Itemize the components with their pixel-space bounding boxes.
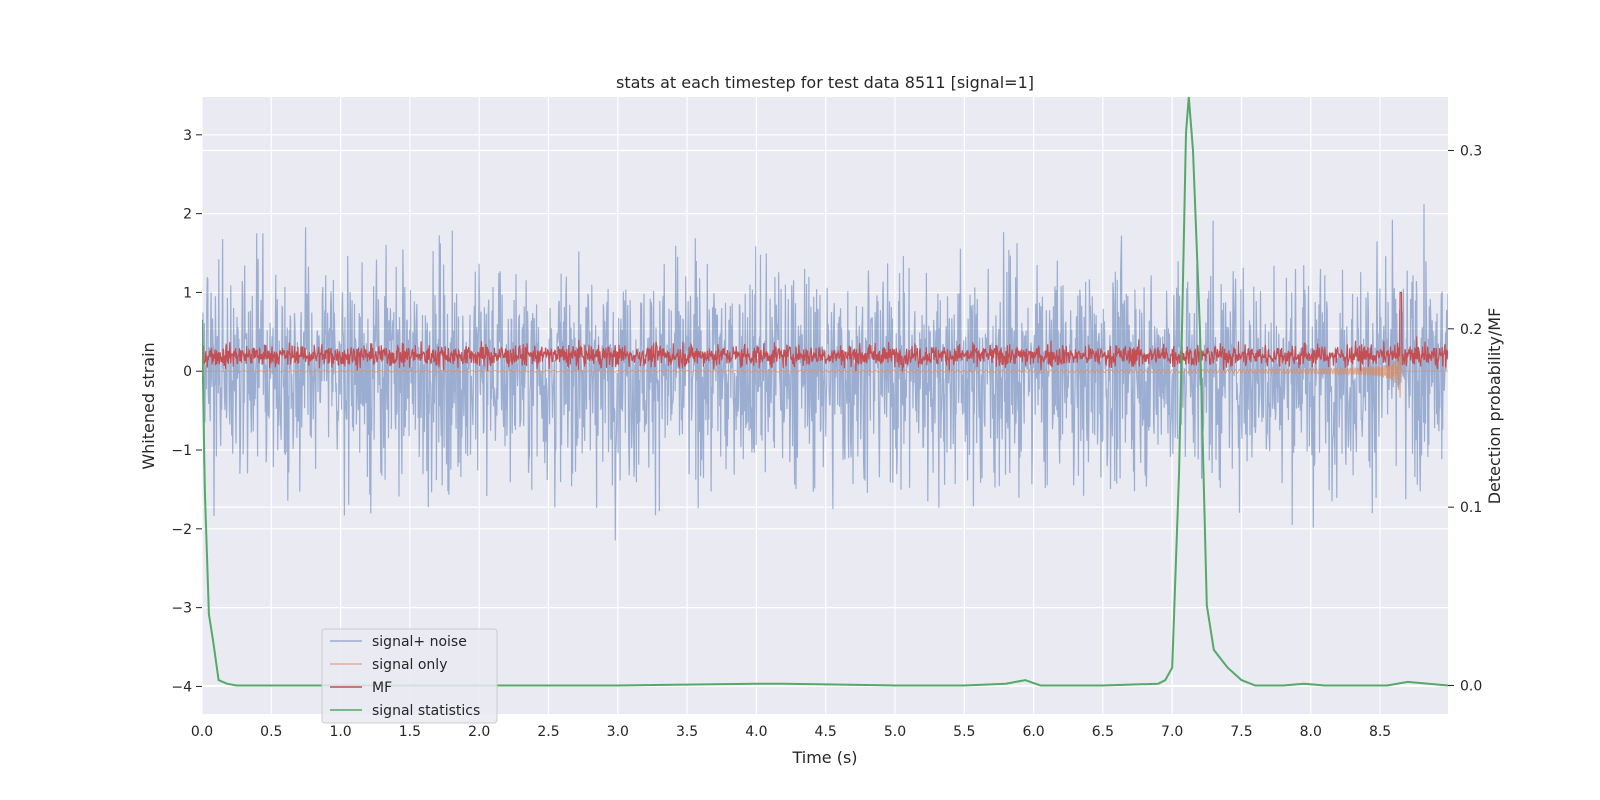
- x-tick-label: 4.5: [815, 724, 837, 740]
- legend-label-signal-only: signal only: [372, 657, 447, 673]
- series-mf: [202, 291, 1448, 372]
- y2-tick-label: 0.2: [1460, 322, 1482, 338]
- x-axis-label: Time (s): [791, 748, 857, 767]
- x-tick-label: 2.0: [468, 724, 490, 740]
- y2-tick-label: 0.3: [1460, 143, 1482, 159]
- x-tick-label: 1.0: [329, 724, 351, 740]
- series-signal-only: [202, 346, 1448, 398]
- series-layer: [202, 97, 1448, 687]
- y-tick-label: −3: [171, 601, 192, 617]
- legend-label-mf: MF: [372, 680, 392, 696]
- x-tick-label: 2.5: [537, 724, 559, 740]
- chart-title: stats at each timestep for test data 851…: [616, 73, 1034, 92]
- y-tick-label: 0: [183, 364, 192, 380]
- y-ticks: 3 2 1 0 −1 −2 −3 −4: [171, 128, 202, 695]
- y2-axis-label: Detection probability/MF: [1485, 308, 1504, 505]
- y2-tick-label: 0.0: [1460, 678, 1482, 694]
- x-tick-label: 3.0: [607, 724, 629, 740]
- y-tick-label: −2: [171, 522, 192, 538]
- x-tick-label: 8.5: [1369, 724, 1391, 740]
- legend: signal+ noise signal only MF signal stat…: [321, 628, 498, 724]
- series-signal-noise: [202, 204, 1448, 541]
- legend-box: [321, 628, 498, 724]
- y-axis-label: Whitened strain: [139, 342, 158, 469]
- y2-tick-label: 0.1: [1460, 500, 1482, 516]
- y-tick-label: −1: [171, 443, 192, 459]
- legend-label-signal-noise: signal+ noise: [372, 634, 467, 650]
- x-tick-label: 4.0: [745, 724, 767, 740]
- x-tick-label: 3.5: [676, 724, 698, 740]
- x-tick-label: 1.5: [399, 724, 421, 740]
- y2-ticks: 0.3 0.2 0.1 0.0: [1448, 143, 1482, 694]
- x-tick-label: 5.5: [953, 724, 975, 740]
- x-tick-label: 7.5: [1230, 724, 1252, 740]
- y-tick-label: 1: [183, 285, 192, 301]
- x-tick-label: 7.0: [1161, 724, 1183, 740]
- y-tick-label: 3: [183, 128, 192, 144]
- x-tick-label: 8.0: [1300, 724, 1322, 740]
- x-tick-label: 6.0: [1022, 724, 1044, 740]
- x-tick-label: 0.5: [260, 724, 282, 740]
- x-tick-label: 0.0: [191, 724, 213, 740]
- y-tick-label: −4: [171, 679, 192, 695]
- series-signal-statistics: [202, 97, 1448, 687]
- legend-label-signal-statistics: signal statistics: [372, 703, 480, 719]
- y-tick-label: 2: [183, 207, 192, 223]
- x-tick-label: 5.0: [884, 724, 906, 740]
- x-tick-label: 6.5: [1092, 724, 1114, 740]
- x-ticks: 0.0 0.5 1.0 1.5 2.0 2.5 3.0 3.5 4.0 4.5 5.0 5.5 6.0 6…: [191, 724, 1391, 740]
